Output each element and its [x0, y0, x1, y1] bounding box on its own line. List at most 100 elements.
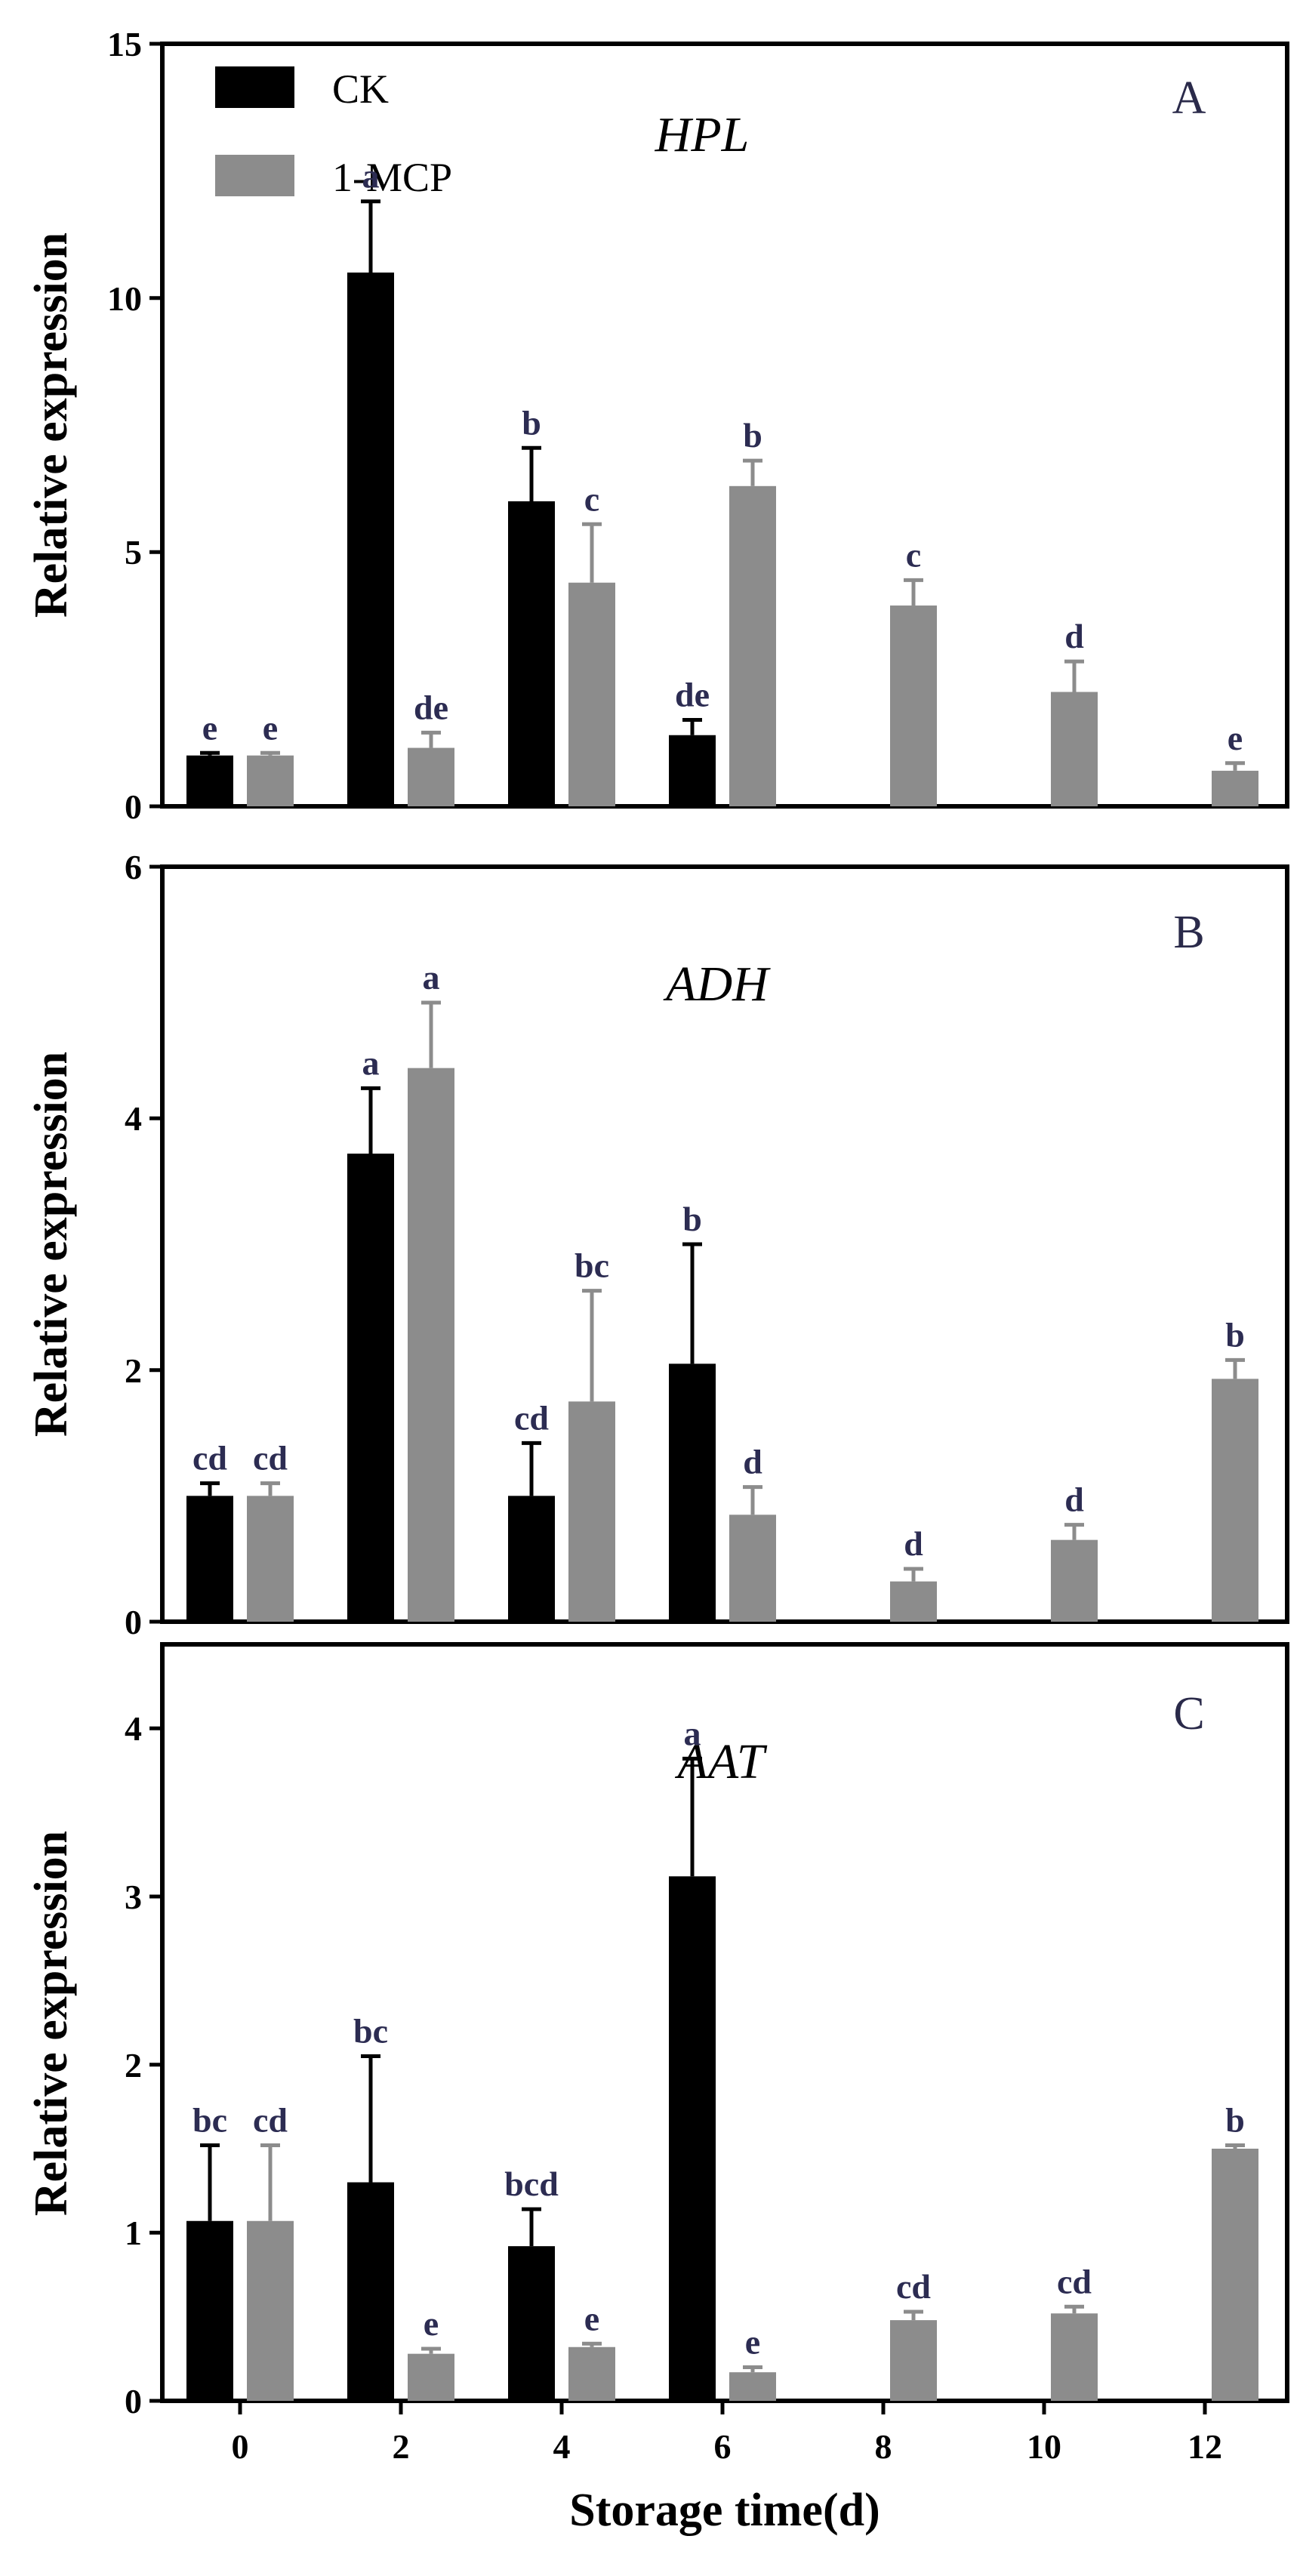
bar-c-1-mcp-0 [247, 2220, 294, 2401]
bar-b-1-mcp-6 [729, 1514, 776, 1622]
panel-c-frame [160, 1642, 1289, 2403]
bar-a-1-mcp-6 [729, 485, 776, 806]
bar-b-ck-4 [508, 1496, 555, 1622]
bar-c-ck-0 [186, 2220, 233, 2401]
xtick-label: 4 [553, 2427, 571, 2466]
bar-b-1-mcp-12 [1212, 1379, 1258, 1622]
sig-letter-a-1-mcp-10: d [1064, 617, 1084, 655]
panel-b-y-ticks: 0 2 4 6 [125, 848, 162, 1641]
panel-b-ytick-label: 0 [125, 1603, 142, 1641]
bar-b-1-mcp-10 [1051, 1539, 1098, 1622]
sig-letter-b-1-mcp-0: cd [253, 1439, 288, 1478]
bar-b-ck-0 [186, 1496, 233, 1622]
bar-a-1-mcp-12 [1212, 770, 1258, 806]
panel-b-title: ADH [663, 957, 771, 1012]
sig-letter-b-ck-6: b [682, 1200, 702, 1238]
xtick-label: 6 [714, 2427, 732, 2466]
sig-letter-c-1-mcp-4: e [584, 2299, 599, 2337]
panel-a-ytick-label: 5 [125, 533, 142, 572]
panel-b-ytick-label: 6 [125, 848, 142, 886]
sig-letter-b-ck-0: cd [193, 1439, 227, 1478]
bar-c-1-mcp-4 [568, 2346, 615, 2401]
sig-letter-a-ck-6: de [675, 676, 710, 714]
bar-a-1-mcp-8 [890, 605, 937, 806]
bar-c-ck-2 [347, 2182, 394, 2401]
bar-b-ck-6 [669, 1363, 716, 1622]
bar-a-1-mcp-10 [1051, 692, 1098, 806]
panel-c-y-ticks: 0 1 2 3 4 [125, 1709, 162, 2420]
bar-b-1-mcp-2 [408, 1068, 454, 1622]
panel-c-ytick-label: 3 [125, 1878, 142, 1916]
legend-ck-label: CK [332, 66, 389, 112]
legend-1mcp-swatch [215, 155, 294, 196]
legend-1mcp-label: 1-MCP [332, 155, 452, 200]
panel-a-y-ticks: 0 5 10 15 [107, 25, 162, 826]
sig-letter-b-1-mcp-2: a [423, 958, 440, 997]
panel-c-ytick-label: 2 [125, 2046, 142, 2085]
legend-ck-swatch [215, 66, 294, 108]
sig-letter-c-1-mcp-0: cd [253, 2101, 288, 2140]
bar-a-1-mcp-4 [568, 582, 615, 806]
sig-letter-b-1-mcp-12: b [1225, 1315, 1245, 1354]
bar-a-1-mcp-0 [247, 755, 294, 806]
bar-c-ck-6 [669, 1876, 716, 2401]
bar-b-1-mcp-8 [890, 1581, 937, 1622]
sig-letter-c-1-mcp-12: b [1225, 2101, 1245, 2140]
sig-letter-b-ck-2: a [362, 1043, 380, 1082]
bar-c-1-mcp-2 [408, 2353, 454, 2401]
sig-letter-a-ck-4: b [522, 403, 541, 442]
sig-letter-c-ck-6: a [684, 1714, 701, 1752]
panel-b-ytick-label: 2 [125, 1351, 142, 1390]
xtick-label: 8 [875, 2427, 892, 2466]
panel-a-ytick-label: 0 [125, 787, 142, 826]
panel-c-label: C [1173, 1688, 1204, 1739]
panel-a-title: HPL [655, 107, 750, 162]
bar-a-ck-2 [347, 273, 394, 806]
panel-b-frame [160, 864, 1289, 1624]
bar-c-ck-4 [508, 2246, 555, 2401]
sig-letter-a-ck-2: a [362, 157, 380, 196]
sig-letter-c-1-mcp-2: e [424, 2304, 439, 2343]
bar-c-1-mcp-10 [1051, 2313, 1098, 2401]
panel-b-ylabel: Relative expression [26, 1052, 77, 1437]
sig-letter-b-1-mcp-4: bc [575, 1246, 609, 1285]
panel-a-ytick-label: 15 [107, 25, 142, 63]
xtick-label: 0 [232, 2427, 249, 2466]
bar-c-1-mcp-8 [890, 2320, 937, 2401]
sig-letter-c-ck-2: bc [353, 2012, 388, 2051]
bar-a-ck-0 [186, 755, 233, 806]
sig-letter-a-1-mcp-2: de [414, 688, 448, 726]
panel-c-ytick-label: 0 [125, 2382, 142, 2420]
panel-b: 0 2 4 6 Relative expression ADH B cd a cd b… [26, 848, 1289, 1641]
panel-a-frame [160, 42, 1289, 809]
sig-letter-c-ck-4: bcd [504, 2165, 559, 2203]
x-axis: 0 2 4 6 8 10 12 Storage time(d) [232, 2401, 1222, 2536]
sig-letter-a-1-mcp-0: e [263, 708, 278, 747]
xtick-label: 2 [393, 2427, 410, 2466]
panel-c-title: AAT [675, 1734, 768, 1789]
panel-c: 0 1 2 3 4 Relative expression AAT C bcbc… [26, 1642, 1289, 2536]
panel-b-ytick-label: 4 [125, 1099, 142, 1138]
sig-letter-b-ck-4: cd [514, 1398, 549, 1437]
sig-letter-c-ck-0: bc [193, 2101, 227, 2140]
bar-a-ck-4 [508, 501, 555, 806]
sig-letter-a-1-mcp-8: c [906, 535, 921, 574]
sig-letter-a-1-mcp-12: e [1228, 719, 1243, 757]
sig-letter-a-ck-0: e [202, 708, 217, 747]
sig-letter-a-1-mcp-4: c [584, 479, 599, 518]
x-axis-label: Storage time(d) [569, 2485, 880, 2536]
bar-b-1-mcp-0 [247, 1496, 294, 1622]
sig-letter-b-1-mcp-6: d [743, 1443, 762, 1481]
bar-c-1-mcp-12 [1212, 2149, 1258, 2401]
xtick-label: 12 [1188, 2427, 1222, 2466]
sig-letter-c-1-mcp-8: cd [896, 2267, 931, 2306]
panel-a: 0 5 10 15 Relative expression HPL A CK 1… [26, 25, 1289, 826]
panel-c-ylabel: Relative expression [26, 1831, 77, 2216]
bar-a-1-mcp-2 [408, 747, 454, 806]
sig-letter-a-1-mcp-6: b [743, 416, 762, 454]
xtick-label: 10 [1027, 2427, 1061, 2466]
